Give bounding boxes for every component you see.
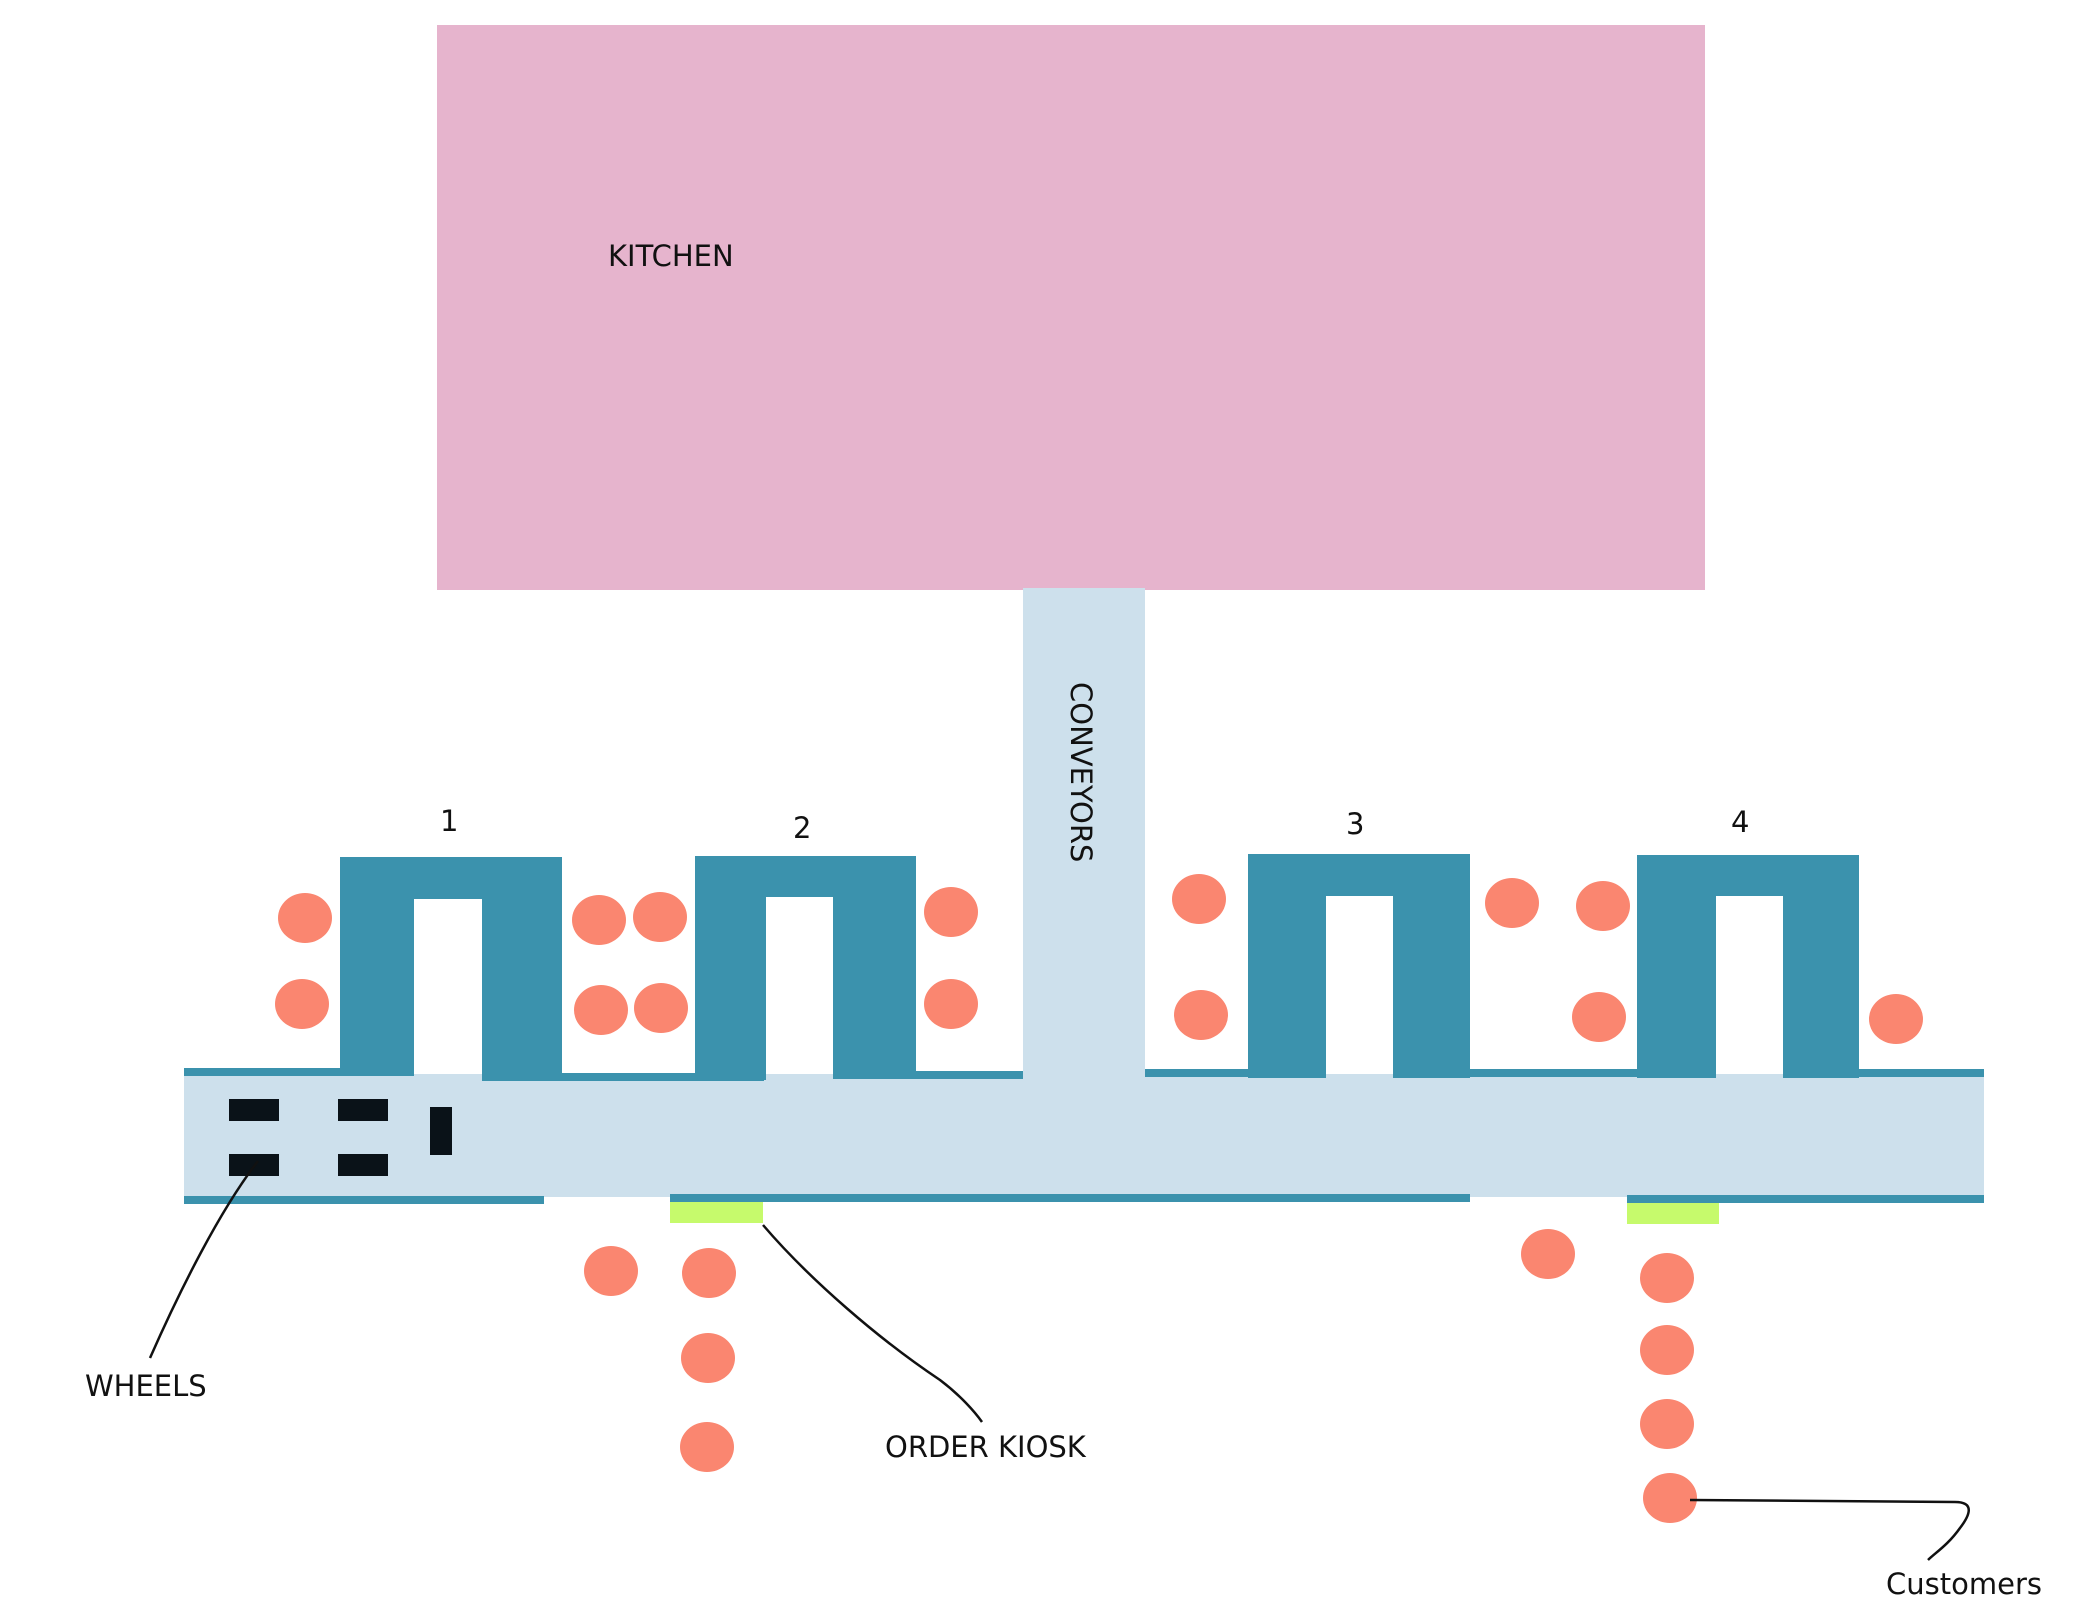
customer	[1576, 881, 1630, 931]
wheel	[338, 1154, 388, 1176]
customer	[1869, 994, 1923, 1044]
customer	[634, 983, 688, 1033]
conveyors-label: CONVEYORS	[1064, 682, 1098, 862]
customer	[1640, 1399, 1694, 1449]
customers-pointer	[1689, 1498, 1970, 1561]
kitchen-label: KITCHEN	[608, 239, 734, 273]
conveyor-edges-top	[184, 1068, 1984, 1081]
customer	[278, 893, 332, 943]
wheels	[229, 1099, 452, 1176]
order-kiosk	[670, 1202, 763, 1223]
order-kiosk-label: ORDER KIOSK	[885, 1430, 1087, 1464]
customer	[1640, 1253, 1694, 1303]
customer	[572, 895, 626, 945]
customer	[924, 887, 978, 937]
customer	[1640, 1325, 1694, 1375]
kitchen-conveyor	[1023, 588, 1145, 1090]
customer	[924, 979, 978, 1029]
main-conveyor	[184, 1074, 1984, 1197]
customer	[633, 892, 687, 942]
customer	[681, 1333, 735, 1383]
station-number: 2	[793, 811, 811, 845]
customer	[680, 1422, 734, 1472]
annotation-lines	[148, 1160, 1970, 1561]
order-kiosk	[1627, 1203, 1719, 1224]
customer	[1485, 878, 1539, 928]
customer	[682, 1248, 736, 1298]
wheels-label: WHEELS	[85, 1369, 207, 1403]
customer	[574, 985, 628, 1035]
conveyor-edges-bottom	[184, 1194, 1984, 1204]
station-4	[1637, 855, 1859, 1078]
kitchen-area	[437, 25, 1705, 590]
station-2	[695, 856, 916, 1080]
order-kiosk-pointer	[762, 1224, 984, 1423]
customer	[584, 1246, 638, 1296]
customer	[1521, 1229, 1575, 1279]
wheel	[338, 1099, 388, 1121]
station-3	[1248, 854, 1470, 1078]
customer	[1572, 992, 1626, 1042]
wheels-pointer	[148, 1160, 259, 1359]
wheel	[229, 1099, 279, 1121]
customer	[1174, 990, 1228, 1040]
customer	[1643, 1473, 1697, 1523]
customers	[275, 874, 1923, 1523]
station-number: 4	[1731, 805, 1749, 839]
station-1	[340, 857, 562, 1081]
station-number: 3	[1346, 807, 1364, 841]
station-number: 1	[440, 804, 458, 838]
customer	[1172, 874, 1226, 924]
customer	[275, 979, 329, 1029]
wheel	[430, 1107, 452, 1155]
customers-label: Customers	[1886, 1567, 2042, 1601]
